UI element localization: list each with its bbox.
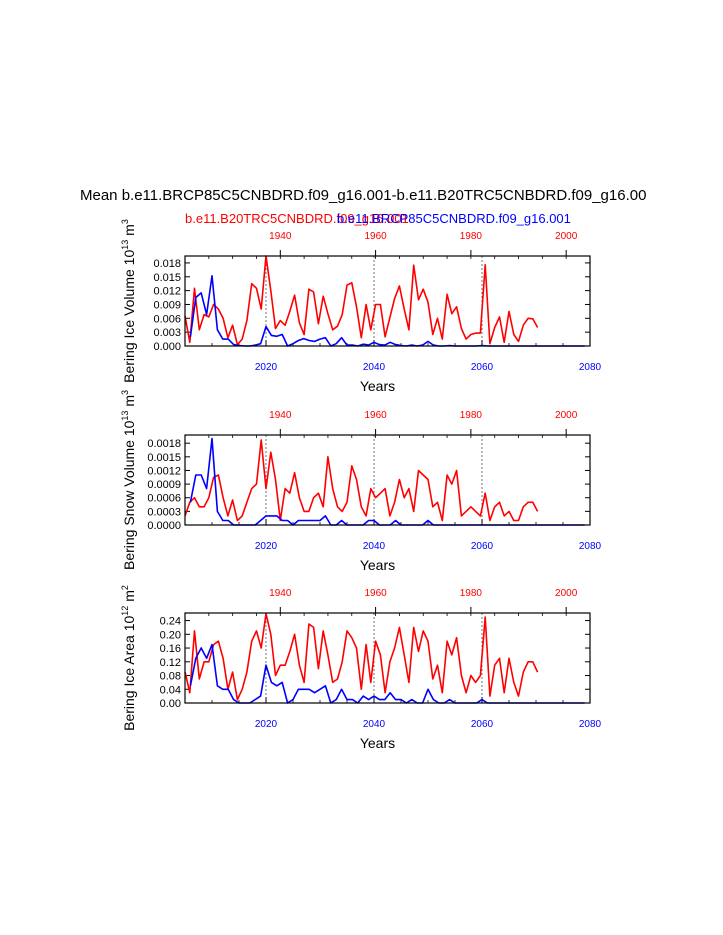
plot-frame [184,612,591,704]
x-tick-label-bottom: 2040 [363,541,386,552]
y-tick-label: 0.012 [153,286,181,298]
y-tick-label: 0.00 [160,698,181,710]
x-tick-label-bottom: 2040 [363,719,386,730]
y-tick-label: 0.0003 [147,506,181,518]
y-tick-label: 0.0009 [147,479,181,491]
x-tick-label-top: 1940 [269,588,292,599]
plot-frame [184,255,591,347]
y-tick-label: 0.015 [153,272,181,284]
y-tick-label: 0.08 [160,671,181,683]
legend-blue-label: b.e11.BRCP85C5CNBDRD.f09_g16.001 [337,211,571,226]
y-axis-title: Bering Snow Volume 1013 m3 [120,390,137,570]
y-axis-title-unit-exp: 2 [120,585,130,590]
x-tick-label-top: 1980 [460,231,483,242]
x-tick-label-top: 1980 [460,588,483,599]
y-tick-label: 0.003 [153,327,181,339]
y-tick-label: 0.000 [153,341,181,353]
y-tick-label: 0.12 [160,657,181,669]
y-axis-title-unit-exp: 3 [120,219,130,224]
x-tick-label-bottom: 2060 [471,541,494,552]
y-axis-title-main: Bering Ice Area 10 [121,615,137,730]
x-tick-label-bottom: 2020 [255,719,278,730]
y-tick-label: 0.006 [153,313,181,325]
x-tick-label-bottom: 2020 [255,541,278,552]
x-tick-label-top: 1960 [364,231,387,242]
y-tick-label: 0.0012 [147,465,181,477]
y-tick-label: 0.04 [160,684,181,696]
y-axis-title: Bering Ice Area 1012 m2 [120,585,137,731]
y-axis-title-exp: 13 [120,240,130,250]
y-tick-label: 0.0015 [147,452,181,464]
y-axis-title-exp: 13 [120,411,130,421]
x-tick-label-top: 1980 [460,410,483,421]
series-line-red [184,255,539,346]
x-tick-label-bottom: 2080 [579,362,602,373]
x-tick-label-top: 2000 [555,588,578,599]
x-tick-label-bottom: 2060 [471,362,494,373]
y-axis-title: Bering Ice Volume 1013 m3 [120,219,137,383]
x-axis-title: Years [360,557,395,573]
plot-frame [184,434,591,526]
y-axis-title-unit: m [121,395,137,411]
x-axis-title: Years [360,735,395,751]
y-tick-label: 0.0000 [147,520,181,532]
x-tick-label-bottom: 2080 [579,541,602,552]
x-tick-label-bottom: 2060 [471,719,494,730]
x-tick-label-top: 1940 [269,410,292,421]
y-axis-title-main: Bering Ice Volume 10 [121,250,137,383]
y-axis-title-main: Bering Snow Volume 10 [121,420,137,570]
series-line-blue [189,437,585,526]
y-tick-label: 0.20 [160,629,181,641]
y-tick-label: 0.009 [153,299,181,311]
x-tick-label-bottom: 2020 [255,362,278,373]
x-tick-label-bottom: 2040 [363,362,386,373]
x-tick-label-top: 2000 [555,231,578,242]
x-tick-label-top: 1960 [364,410,387,421]
y-tick-label: 0.24 [160,616,181,628]
series-line-red [184,612,539,701]
chart-panel-3: 0.00 0.040.08 0.12 0.16 0.200.24 2020 2040 2060… [120,585,602,751]
y-axis-title-unit: m [121,224,137,240]
x-tick-label-bottom: 2080 [579,719,602,730]
figure-title: Mean b.e11.BRCP85C5CNBDRD.f09_g16.001-b.… [80,187,655,204]
y-tick-label: 0.018 [153,258,181,270]
series-line-red [184,439,539,522]
y-tick-label: 0.0006 [147,493,181,505]
y-axis-title-unit-exp: 3 [120,390,130,395]
x-axis-title: Years [360,378,395,394]
legend-red-label: b.e11.B20TRC5CNBDRD.f09_g16.001 [185,211,409,226]
x-tick-label-top: 1940 [269,231,292,242]
series-line-blue [189,274,585,347]
x-tick-label-top: 1960 [364,588,387,599]
x-tick-label-top: 2000 [555,410,578,421]
y-axis-title-exp: 12 [120,606,130,616]
y-tick-label: 0.16 [160,643,181,655]
y-axis-title-unit: m [121,590,137,606]
y-tick-label: 0.0018 [147,438,181,450]
